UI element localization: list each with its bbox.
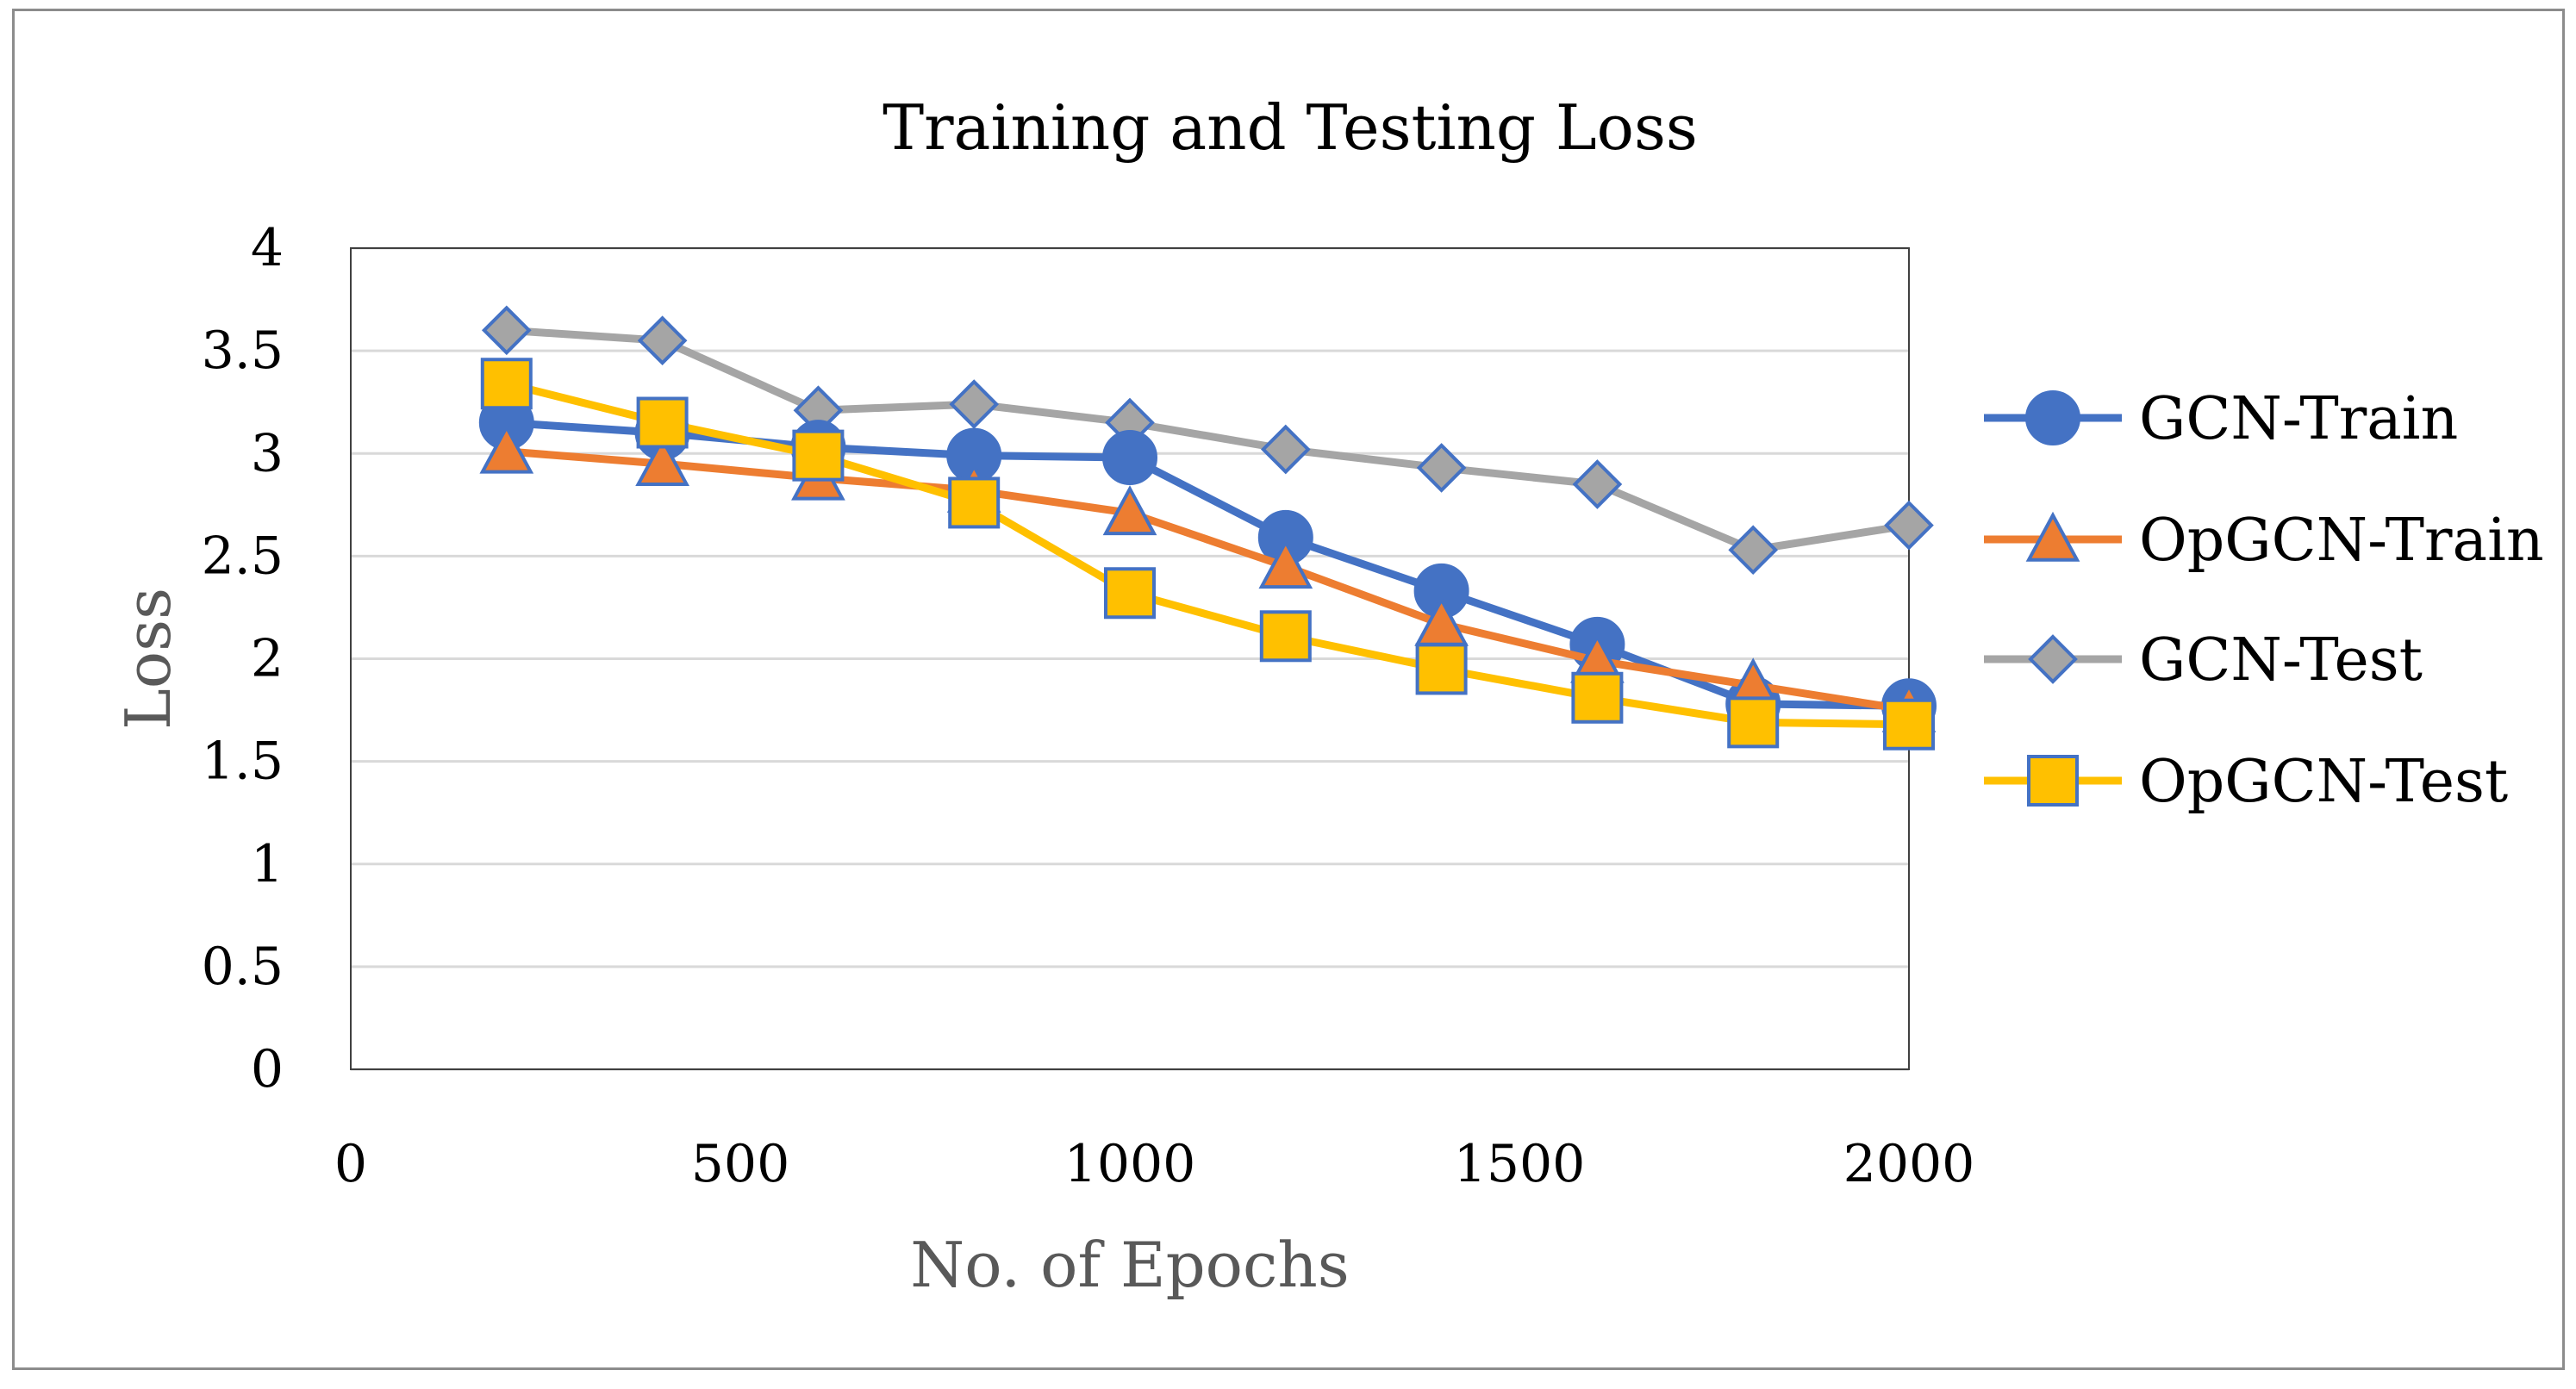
- point-opgcn-test: [1727, 696, 1780, 749]
- point-opgcn-test: [1259, 610, 1312, 663]
- x-tick-label: 0: [334, 1134, 367, 1194]
- point-opgcn-train: [1258, 539, 1313, 589]
- point-opgcn-test: [1883, 698, 1935, 751]
- y-tick-label: 0: [251, 1039, 284, 1099]
- legend-item-gcn-train: GCN-Train: [1984, 385, 2458, 453]
- legend-label: GCN-Test: [2139, 626, 2423, 694]
- point-opgcn-train: [1102, 485, 1157, 536]
- legend-marker-opgcn-test: [2027, 755, 2079, 807]
- point-opgcn-test: [1104, 567, 1156, 620]
- series-group: [478, 305, 1937, 751]
- legend: GCN-Train OpGCN-Train GCN-Test OpGCN-Test: [1984, 385, 2544, 816]
- legend-marker-opgcn-train: [2025, 511, 2080, 562]
- chart-container: 0 0.5 1 1.5 2 2.5 3 3.5 4 0 500 1000 1500 2000 Train…: [12, 9, 2565, 1370]
- point-opgcn-test: [1571, 671, 1624, 724]
- y-tick-label: 4: [251, 218, 284, 278]
- line-chart: 0 0.5 1 1.5 2 2.5 3 3.5 4 0 500 1000 1500 2000 Train…: [112, 91, 2544, 1301]
- y-axis-ticks: 0 0.5 1 1.5 2 2.5 3 3.5 4: [202, 218, 284, 1099]
- legend-marker-gcn-train: [2025, 390, 2080, 445]
- series-opgcn-test: [480, 358, 1935, 751]
- point-gcn-test: [637, 315, 688, 366]
- point-opgcn-test: [1415, 643, 1468, 695]
- x-tick-label: 1000: [1064, 1134, 1196, 1194]
- point-gcn-test: [1416, 443, 1467, 493]
- legend-marker-gcn-test: [2028, 634, 2078, 684]
- line-gcn-test: [506, 326, 1910, 554]
- point-gcn-test: [1572, 459, 1623, 509]
- point-gcn-test: [1260, 424, 1311, 475]
- line-opgcn-train: [506, 447, 1910, 714]
- y-tick-label: 3: [251, 423, 284, 483]
- legend-label: GCN-Train: [2139, 385, 2458, 453]
- point-opgcn-test: [480, 358, 533, 410]
- point-opgcn-train: [479, 423, 534, 474]
- series-gcn-test: [481, 305, 1934, 576]
- legend-label: OpGCN-Train: [2139, 507, 2544, 575]
- point-opgcn-train: [635, 435, 689, 486]
- x-tick-label: 1500: [1454, 1134, 1586, 1194]
- legend-item-opgcn-test: OpGCN-Test: [1984, 748, 2508, 816]
- point-gcn-test: [481, 305, 532, 356]
- point-opgcn-test: [948, 476, 1001, 529]
- y-tick-label: 3.5: [202, 321, 284, 381]
- point-gcn-train: [1102, 430, 1157, 486]
- y-tick-label: 0.5: [202, 937, 284, 997]
- x-tick-label: 500: [691, 1134, 790, 1194]
- y-tick-label: 2.5: [202, 526, 284, 586]
- legend-item-opgcn-train: OpGCN-Train: [1984, 507, 2544, 575]
- point-gcn-test: [1884, 500, 1934, 551]
- y-tick-label: 1: [251, 834, 284, 894]
- series-opgcn-train: [479, 423, 1937, 732]
- y-axis-title: Loss: [112, 588, 184, 730]
- point-gcn-test: [1728, 525, 1779, 576]
- point-gcn-test: [949, 379, 1000, 429]
- x-axis-ticks: 0 500 1000 1500 2000: [334, 1134, 1974, 1194]
- x-tick-label: 2000: [1843, 1134, 1975, 1194]
- chart-title: Training and Testing Loss: [883, 91, 1698, 164]
- gridlines: [351, 246, 1909, 1071]
- legend-label: OpGCN-Test: [2139, 748, 2508, 816]
- y-tick-label: 1.5: [202, 732, 284, 792]
- x-axis-title: No. of Epochs: [910, 1229, 1349, 1301]
- point-opgcn-test: [636, 396, 689, 449]
- point-opgcn-test: [792, 429, 845, 482]
- line-opgcn-test: [505, 379, 1910, 729]
- legend-item-gcn-test: GCN-Test: [1984, 626, 2423, 694]
- plot-area-border: [350, 247, 1910, 1070]
- y-tick-label: 2: [251, 629, 284, 689]
